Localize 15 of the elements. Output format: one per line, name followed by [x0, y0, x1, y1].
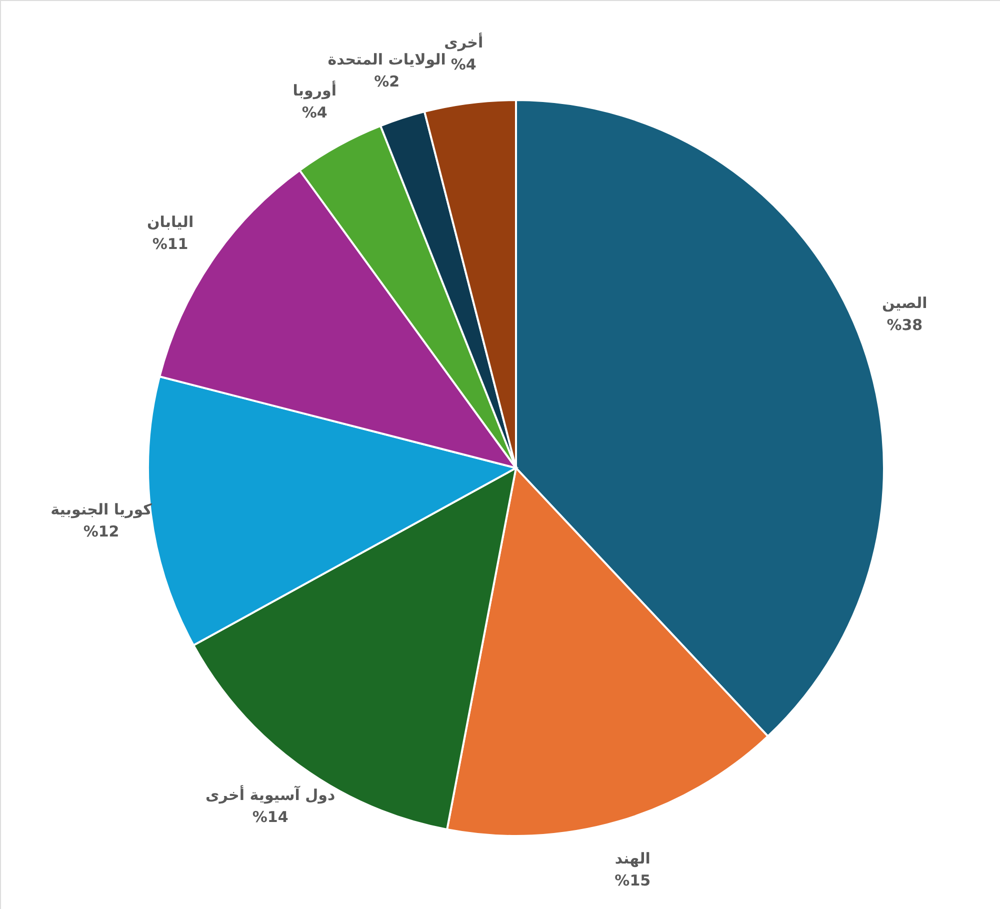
data-label: %14 [252, 808, 288, 826]
data-label: %4 [302, 104, 328, 122]
slice-label: الصين [882, 294, 928, 312]
data-label: %38 [886, 316, 923, 334]
slice-label: اليابان [146, 213, 194, 232]
data-label: %11 [152, 235, 188, 254]
data-label: %15 [614, 871, 651, 890]
slice-label: الهند [614, 849, 650, 868]
slice-label: أخرى [444, 32, 484, 52]
data-label: %2 [374, 72, 400, 90]
slice-label: الولايات المتحدة [328, 50, 446, 68]
data-label: %4 [450, 55, 476, 74]
slice-label: أوروبا [292, 80, 336, 100]
data-label: %12 [83, 522, 120, 540]
slice-label: دول آسيوية أخرى [205, 785, 336, 804]
